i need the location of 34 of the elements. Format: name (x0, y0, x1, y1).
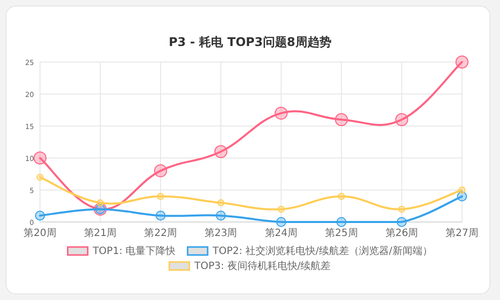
x-tick-label: 第24周 (264, 227, 298, 239)
point (398, 206, 406, 213)
x-tick-label: 第22周 (144, 227, 177, 239)
point (458, 186, 466, 194)
point (276, 217, 286, 227)
point (96, 199, 104, 206)
legend-label: TOP1: 电量下降快 (92, 245, 176, 257)
x-tick-label: 第27周 (446, 227, 478, 239)
point (154, 164, 168, 178)
chart-title: P3 - 耗电 TOP3问题8周趋势 (168, 35, 332, 49)
legend-label: TOP2: 社交浏览耗电快/续航差（浏览器/新闻端） (212, 245, 432, 257)
point (395, 113, 408, 126)
point (34, 152, 46, 164)
x-tick-label: 第20周 (24, 227, 56, 239)
point (35, 210, 45, 221)
x-tick-label: 第25周 (325, 227, 358, 239)
point (396, 217, 407, 227)
point (278, 206, 285, 213)
point (336, 217, 346, 227)
point (274, 106, 288, 120)
point (156, 210, 166, 221)
point (334, 113, 348, 126)
point (338, 192, 345, 200)
point (216, 210, 226, 221)
point (217, 199, 224, 206)
legend-label: TOP3: 夜间待机耗电快/续航差 (193, 260, 331, 272)
x-tick-label: 第23周 (204, 227, 238, 239)
point (157, 192, 164, 200)
point (36, 174, 44, 181)
x-tick-label: 第21周 (84, 227, 117, 239)
point (214, 145, 228, 158)
point (457, 191, 467, 202)
point (456, 56, 468, 68)
x-tick-label: 第26周 (385, 227, 418, 239)
